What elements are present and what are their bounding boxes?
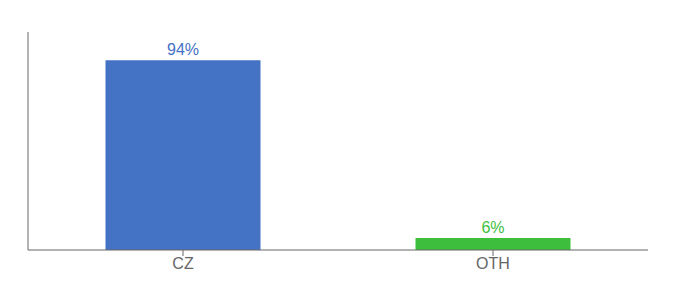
svg-text:CZ: CZ: [172, 255, 194, 272]
svg-text:6%: 6%: [481, 219, 504, 236]
svg-text:94%: 94%: [167, 41, 199, 58]
svg-text:OTH: OTH: [476, 255, 510, 272]
